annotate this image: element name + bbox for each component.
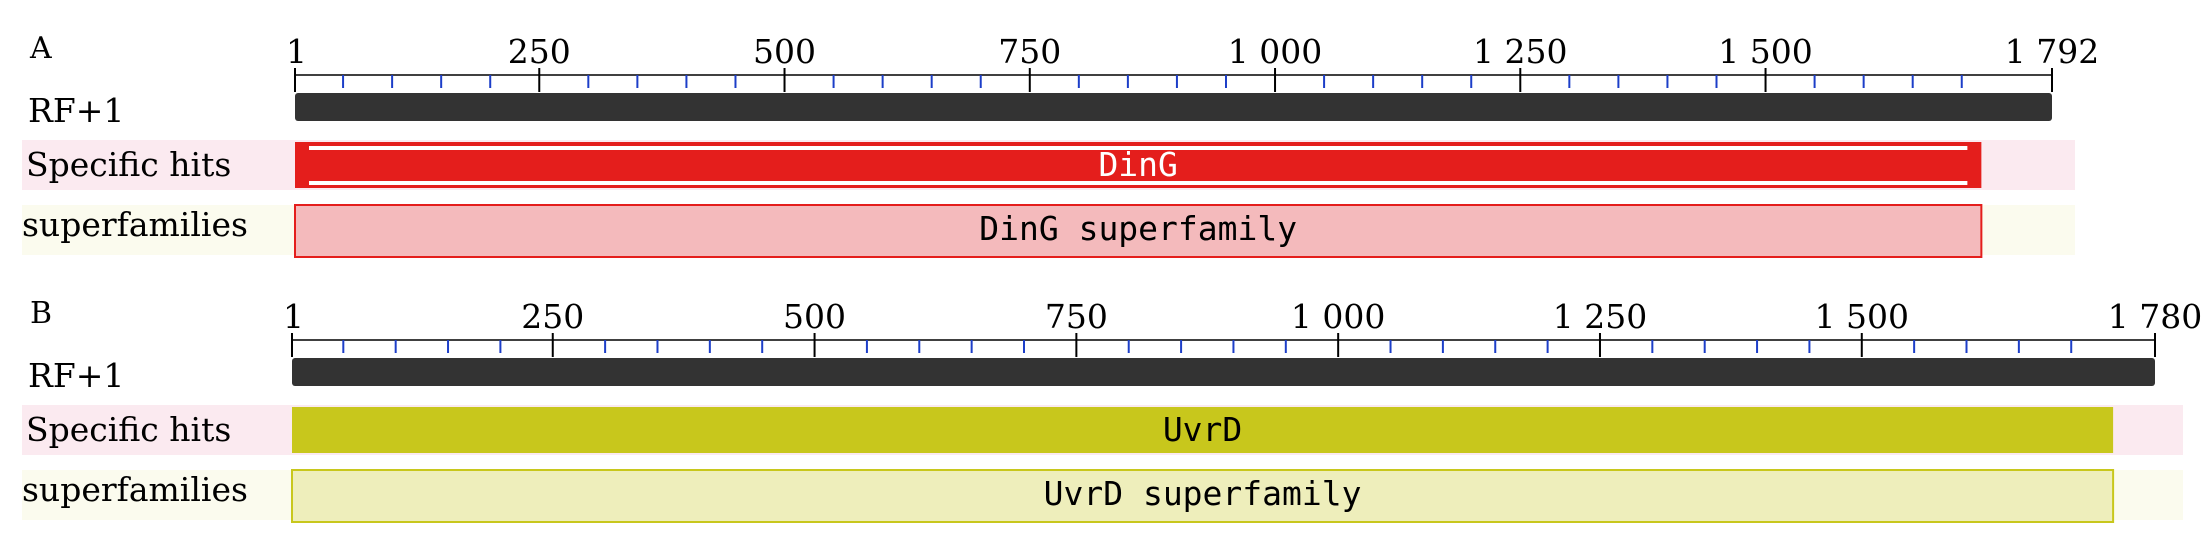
- specific-hit-bar[interactable]: [292, 407, 2114, 453]
- ruler-tick-label: 250: [521, 297, 584, 336]
- row-label-specific-hits: Specific hits: [26, 145, 231, 184]
- superfamily-hit-bar[interactable]: [294, 204, 1983, 258]
- superfamily-hit-bar[interactable]: [291, 469, 2115, 523]
- row-label-superfamilies: superfamilies: [22, 470, 248, 509]
- ruler-tick-label: 1 500: [1815, 297, 1909, 336]
- row-label-specific-hits: Specific hits: [26, 410, 231, 449]
- panel-letter: B: [30, 296, 52, 331]
- ruler-tick-label: 1 780: [2108, 297, 2202, 336]
- row-label-rf: RF+1: [28, 356, 124, 395]
- specific-hit-bracket-bottom: [309, 181, 1968, 185]
- ruler-tick-label: 1: [283, 297, 304, 336]
- specific-hit-label: UvrD: [1163, 410, 1242, 449]
- panel-letter: A: [29, 31, 52, 66]
- ruler-tick-label: 1 000: [1291, 297, 1385, 336]
- rf-sequence-bar[interactable]: [292, 358, 2155, 386]
- ruler-tick-label: 250: [508, 32, 571, 71]
- specific-hit-bracket-top: [309, 146, 1968, 150]
- ruler-tick-label: 1: [286, 32, 307, 71]
- row-label-rf: RF+1: [28, 91, 124, 130]
- ruler-tick-label: 1 792: [2005, 32, 2099, 71]
- ruler-tick-label: 750: [1045, 297, 1108, 336]
- ruler-tick-label: 750: [998, 32, 1061, 71]
- ruler-tick-label: 500: [783, 297, 846, 336]
- superfamily-hit-label: UvrD superfamily: [1044, 474, 1362, 513]
- ruler-tick-label: 1 000: [1228, 32, 1322, 71]
- ruler-tick-label: 500: [753, 32, 816, 71]
- ruler-tick-label: 1 250: [1553, 297, 1647, 336]
- rf-sequence-bar[interactable]: [295, 93, 2052, 121]
- ruler-tick-label: 1 500: [1718, 32, 1812, 71]
- ruler-tick-label: 1 250: [1473, 32, 1567, 71]
- row-label-superfamilies: superfamilies: [22, 205, 248, 244]
- superfamily-hit-label: DinG superfamily: [979, 209, 1297, 248]
- specific-hit-label: DinG: [1098, 145, 1177, 184]
